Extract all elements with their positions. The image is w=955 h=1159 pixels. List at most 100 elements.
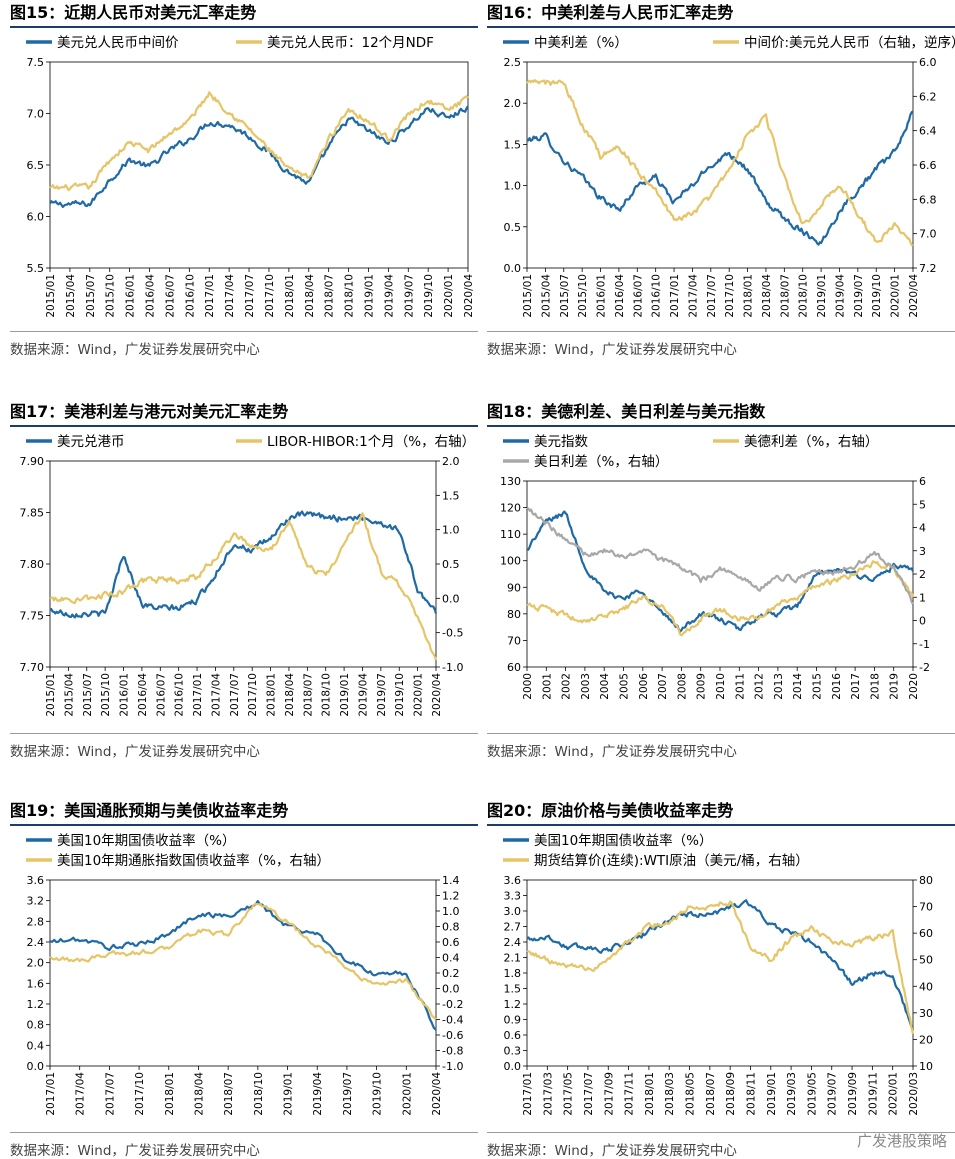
x-tick-label: 2018/04 — [761, 274, 773, 318]
source-note: 数据来源：Wind，广发证券发展研究中心 — [487, 733, 955, 760]
y-tick-label: 2.4 — [504, 936, 522, 949]
y2-tick-label: 60 — [919, 927, 933, 940]
x-tick-label: 2020/04 — [431, 1072, 443, 1116]
y-tick-label: 130 — [500, 475, 521, 488]
x-tick-label: 2015/01 — [45, 673, 57, 717]
y2-tick-label: 1.0 — [442, 524, 460, 537]
y-tick-label: 80 — [507, 608, 521, 621]
plot-frame — [526, 61, 914, 269]
y-tick-label: 2.5 — [504, 56, 522, 69]
x-tick-label: 2019 — [889, 673, 901, 700]
legend-label: 中美利差（%） — [534, 35, 628, 51]
panel-fig18: 图18：美德利差、美日利差与美元指数 美元指数 美德利差（%，右轴） 美日利差（%，… — [487, 399, 955, 760]
x-tick-label: 2017/03 — [542, 1072, 554, 1116]
y2-tick-label: 2 — [919, 568, 926, 581]
x-tick-label: 2017/05 — [563, 1072, 575, 1116]
y2-tick-label: 4 — [919, 522, 926, 535]
x-tick-label: 2017 — [850, 673, 862, 700]
chart-legend: 美元兑港币 LIBOR-HIBOR:1个月（%，右轴） — [26, 434, 475, 450]
x-tick-label: 2018/07 — [223, 1072, 235, 1116]
x-tick-label: 2020/01 — [890, 274, 902, 318]
y2-tick-label: 0.4 — [442, 952, 460, 965]
legend-label: 美国10年期国债收益率（%） — [534, 832, 713, 849]
x-tick-label: 2017/07 — [244, 274, 256, 318]
legend-label: 美国10年期通胀指数国债收益率（%，右轴） — [57, 852, 330, 869]
chart-fig20: 美国10年期国债收益率（%） 期货结算价(连续):WTI原油（美元/桶，右轴） 0.… — [503, 832, 933, 1116]
plot-frame — [526, 879, 914, 1067]
chart-fig16: 中美利差（%） 中间价:美元兑人民币（右轴，逆序） 0.0 0.5 1.0 1.5 2.0 2… — [503, 35, 955, 318]
x-tick-label: 2015/10 — [105, 274, 117, 318]
x-tick-label: 2016/01 — [125, 274, 137, 318]
x-tick-label: 2018/07 — [324, 274, 336, 318]
chart-title: 图16：中美利差与人民币汇率走势 — [487, 0, 955, 28]
x-tick-label: 2018/07 — [779, 274, 791, 318]
legend-label: 美元兑人民币中间价 — [57, 35, 179, 51]
x-tick-label: 2020/01 — [401, 1072, 413, 1116]
chart-legend: 美国10年期国债收益率（%） 美国10年期通胀指数国债收益率（%，右轴） — [26, 832, 330, 869]
y2-tick-label: -0.4 — [442, 1014, 463, 1027]
series-line — [49, 105, 469, 208]
legend-item: 美元指数 — [503, 434, 588, 450]
x-tick-label: 2017/04 — [224, 274, 236, 318]
legend-item: 美元兑港币 — [26, 434, 125, 450]
y-tick-label: 7.70 — [20, 661, 45, 674]
legend-label: 美元兑人民币：12个月NDF — [267, 35, 434, 51]
x-tick-label: 2011 — [734, 673, 746, 700]
legend-item: 中美利差（%） — [503, 35, 628, 51]
x-tick-label: 2018/04 — [304, 274, 316, 318]
x-tick-label: 2016/10 — [651, 274, 663, 318]
x-tick-label: 2017/07 — [706, 274, 718, 318]
x-tick-label: 2017/11 — [624, 1072, 636, 1116]
y-tick-label: 0.3 — [504, 1045, 522, 1058]
series-line — [526, 900, 915, 1035]
y2-tick-label: 6.4 — [919, 125, 937, 138]
legend-item: 期货结算价(连续):WTI原油（美元/桶，右轴） — [503, 852, 809, 869]
x-tick-label: 2020/01 — [413, 673, 425, 717]
x-tick-label: 2018/10 — [798, 274, 810, 318]
x-tick-label: 2016/07 — [155, 673, 167, 717]
x-tick-label: 2018/07 — [705, 1072, 717, 1116]
y2-tick-label: 0.8 — [442, 921, 460, 934]
y-tick-label: 120 — [500, 502, 521, 515]
x-tick-label: 2019/07 — [403, 274, 415, 318]
y-tick-label: 6.5 — [27, 159, 45, 172]
plot-frame — [49, 61, 469, 269]
chart-fig19: 美国10年期国债收益率（%） 美国10年期通胀指数国债收益率（%，右轴） 0.0 0.… — [26, 832, 463, 1116]
x-tick-label: 2017/01 — [192, 673, 204, 717]
chart-fig18: 美元指数 美德利差（%，右轴）美日利差（%，右轴）6070809010011012… — [500, 434, 930, 700]
chart-title: 图17：美港利差与港元对美元汇率走势 — [10, 399, 478, 427]
x-tick-label: 2020/04 — [431, 673, 443, 717]
legend-item: LIBOR-HIBOR:1个月（%，右轴） — [236, 434, 475, 450]
y-tick-label: 2.4 — [27, 936, 45, 949]
series-line — [49, 900, 437, 1031]
chart-legend: 美元指数 美德利差（%，右轴） 美日利差（%，右轴） — [503, 434, 878, 470]
legend-label: 美元兑港币 — [57, 434, 125, 450]
y-tick-label: 7.85 — [20, 507, 45, 520]
x-tick-label: 2013 — [773, 673, 785, 700]
y2-tick-label: 1 — [919, 591, 926, 604]
x-tick-label: 2017/07 — [583, 1072, 595, 1116]
x-tick-label: 2019/07 — [342, 1072, 354, 1116]
y-tick-label: 2.8 — [27, 915, 45, 928]
chart-title: 图20：原油价格与美债收益率走势 — [487, 798, 955, 826]
chart-legend: 美元兑人民币中间价 美元兑人民币：12个月NDF — [26, 35, 434, 51]
legend-item: 美国10年期国债收益率（%） — [26, 832, 236, 849]
y2-tick-label: 1.0 — [442, 905, 460, 918]
x-tick-label: 2015/10 — [100, 673, 112, 717]
x-tick-label: 2017/07 — [229, 673, 241, 717]
x-tick-label: 2016 — [831, 673, 843, 700]
x-tick-label: 2000 — [522, 673, 534, 700]
x-tick-label: 2005 — [619, 673, 631, 700]
x-tick-label: 2016/04 — [145, 274, 157, 318]
y2-tick-label: 70 — [919, 901, 933, 914]
legend-item: 美德利差（%，右轴） — [713, 434, 878, 450]
y2-tick-label: -0.6 — [442, 1029, 463, 1042]
x-tick-label: 2017/07 — [104, 1072, 116, 1116]
x-tick-label: 2018/07 — [302, 673, 314, 717]
y-tick-label: 1.0 — [504, 180, 522, 193]
y-tick-label: 70 — [507, 634, 521, 647]
y-tick-label: 1.5 — [504, 138, 522, 151]
series-line — [49, 512, 438, 661]
legend-label: 美德利差（%，右轴） — [744, 434, 878, 450]
chart-fig17: 美元兑港币 LIBOR-HIBOR:1个月（%，右轴） 7.70 7.75 7.80 7.… — [20, 434, 476, 717]
